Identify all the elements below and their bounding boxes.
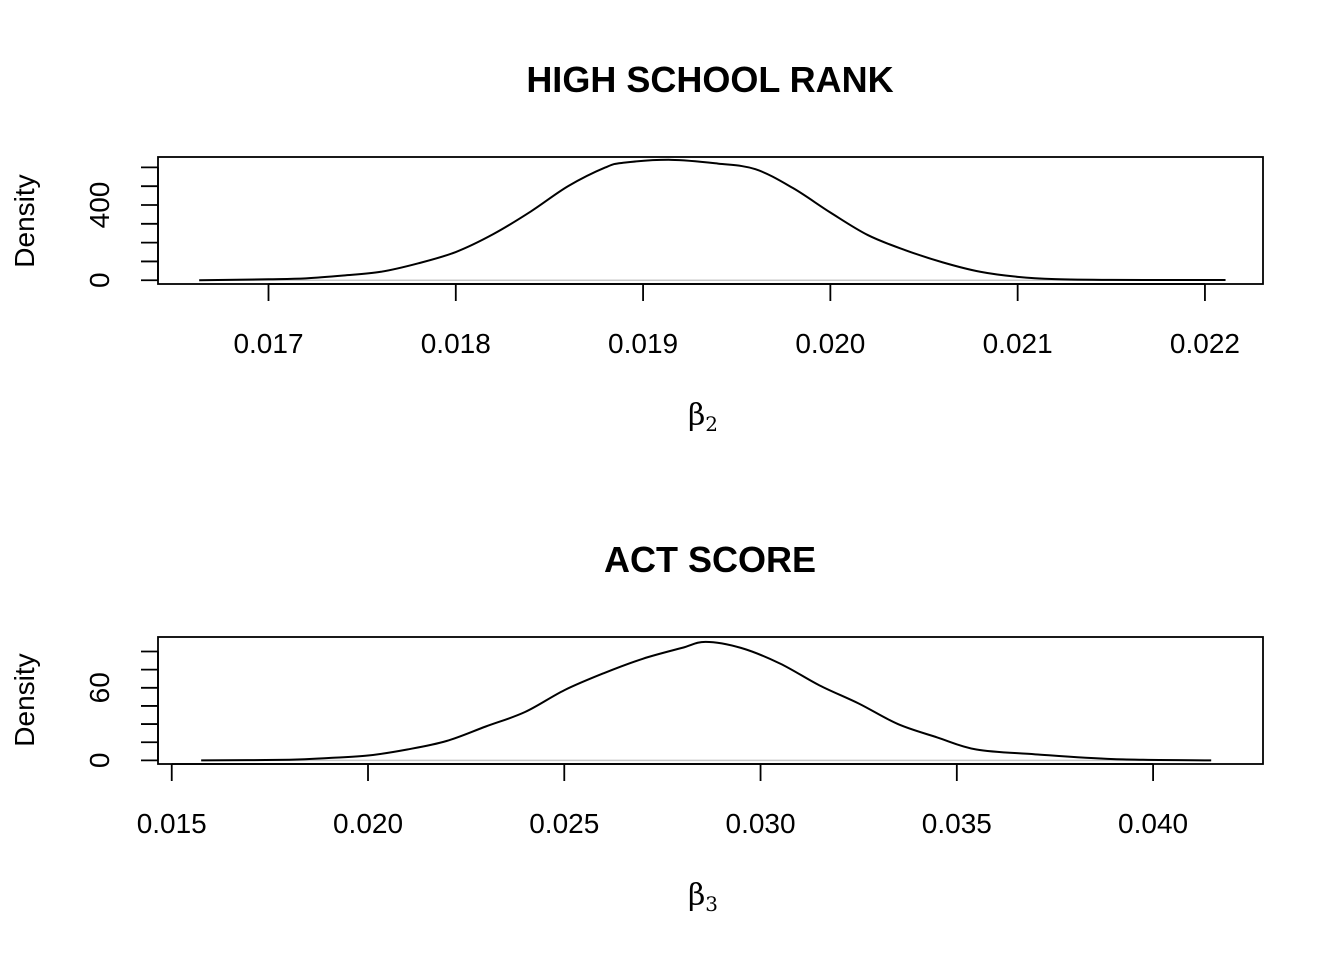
y-axis-label: Density — [9, 653, 40, 746]
x-axis-label-symbol: β — [688, 878, 705, 913]
x-tick-label: 0.020 — [333, 808, 403, 839]
plot-area: 0.017 0.018 0.019 0.020 0.021 0.022 0 400 — [84, 156, 1264, 359]
x-tick-label: 0.019 — [608, 328, 678, 359]
y-tick-label: 0 — [84, 753, 115, 769]
x-axis-label: β3 — [688, 878, 718, 916]
plot-frame — [157, 156, 1264, 285]
x-tick-label: 0.040 — [1118, 808, 1188, 839]
x-axis-label-subscript: 3 — [705, 892, 718, 916]
y-tick-label: 60 — [84, 672, 115, 703]
x-axis-label: β2 — [688, 398, 718, 436]
x-tick-label: 0.022 — [1170, 328, 1240, 359]
y-tick-label: 400 — [84, 182, 115, 229]
y-axis-label: Density — [9, 174, 40, 267]
x-tick-label: 0.021 — [983, 328, 1053, 359]
plot-area: 0.015 0.020 0.025 0.030 0.035 0.040 0 60 — [84, 636, 1264, 839]
x-tick-label: 0.017 — [233, 328, 303, 359]
density-curve — [201, 640, 1212, 762]
x-axis-label-subscript: 2 — [705, 412, 718, 436]
panel-high-school-rank: HIGH SCHOOL RANK Density β2 0.017 0.018 0.… — [9, 59, 1264, 436]
x-axis-label-symbol: β — [688, 398, 705, 433]
density-curve — [199, 158, 1226, 282]
plot-frame — [157, 636, 1264, 765]
y-tick-label: 0 — [84, 272, 115, 288]
x-tick-label: 0.020 — [795, 328, 865, 359]
x-tick-label: 0.018 — [421, 328, 491, 359]
x-tick-label: 0.015 — [137, 808, 207, 839]
x-tick-label: 0.030 — [726, 808, 796, 839]
chart-title: ACT SCORE — [604, 539, 816, 580]
x-tick-label: 0.025 — [529, 808, 599, 839]
panel-act-score: ACT SCORE Density β3 0.015 0.020 0.025 0.03… — [9, 539, 1264, 916]
chart-title: HIGH SCHOOL RANK — [526, 59, 893, 100]
x-tick-label: 0.035 — [922, 808, 992, 839]
